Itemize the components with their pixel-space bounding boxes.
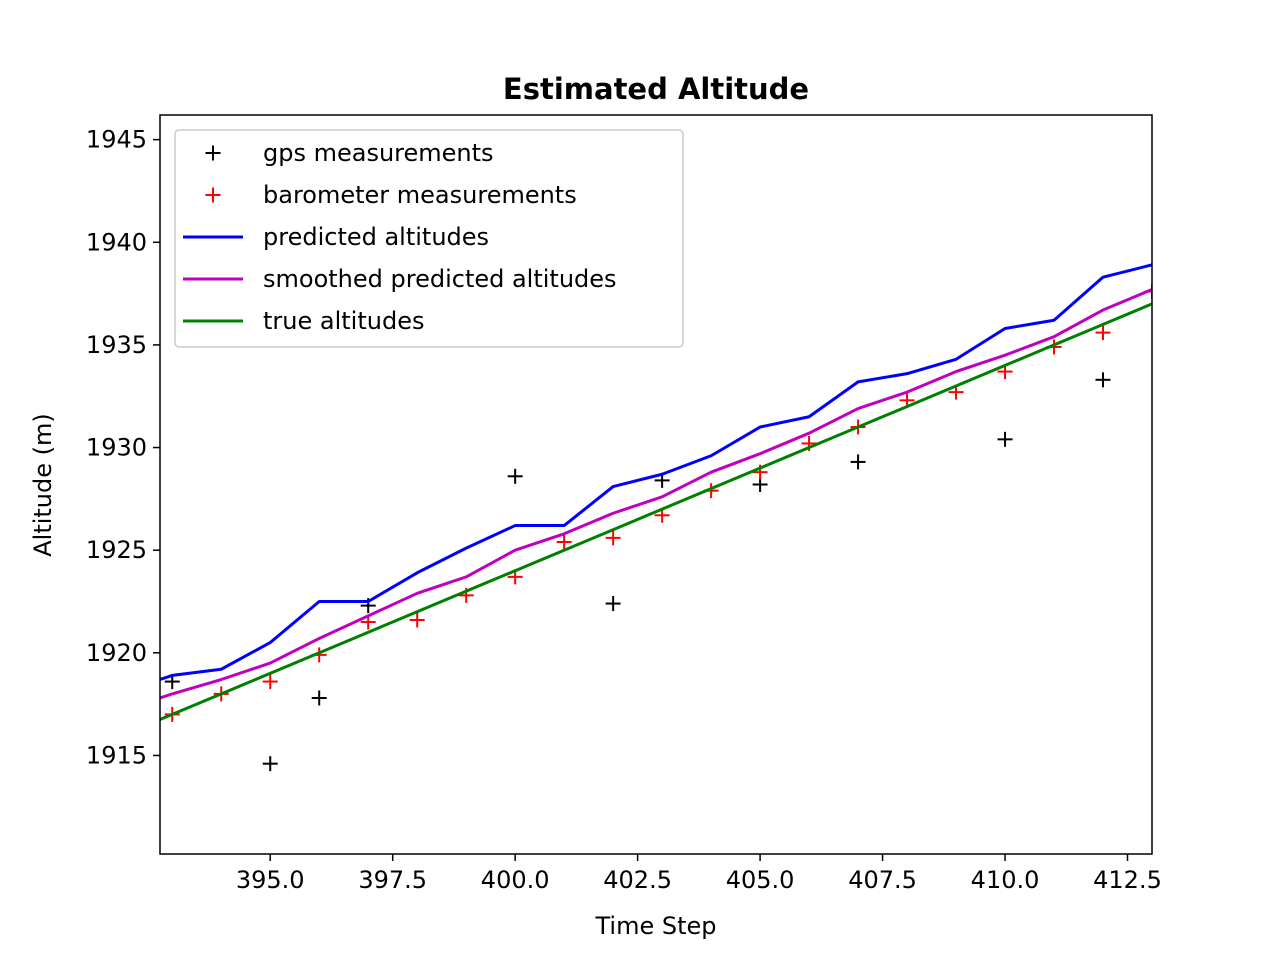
- x-tick-label: 400.0: [481, 866, 550, 894]
- legend-entry-predicted-altitudes: predicted altitudes: [183, 223, 489, 251]
- y-tick-label: 1940: [86, 228, 147, 256]
- legend-label: barometer measurements: [263, 181, 577, 209]
- y-axis: 1915 1920 1925 1930 1935 1940 1945: [86, 126, 160, 769]
- gps-measurements-point: [507, 468, 523, 484]
- true-altitudes-line: [160, 302, 1152, 721]
- legend: gps measurements barometer measurements pr…: [174, 129, 684, 348]
- barometer-measurements-point: [605, 530, 621, 546]
- gps-measurements-point: [850, 454, 866, 470]
- predicted-altitudes-line: [160, 263, 1152, 681]
- gps-measurements-point: [1095, 372, 1111, 388]
- plot-area: [160, 263, 1152, 772]
- barometer-measurements-point: [262, 674, 278, 690]
- gps-measurements-point: [997, 431, 1013, 447]
- legend-swatch: [205, 187, 221, 203]
- legend-entry-true-altitudes: true altitudes: [183, 307, 424, 335]
- legend-label: true altitudes: [263, 307, 424, 335]
- legend-box: [174, 129, 684, 348]
- x-tick-label: 397.5: [358, 866, 427, 894]
- barometer-measurements-point: [1095, 325, 1111, 341]
- legend-swatch: [205, 145, 221, 161]
- x-axis: 395.0 397.5 400.0 402.5 405.0 407.5 410.0 412.5: [236, 854, 1162, 894]
- gps-measurements-point: [262, 756, 278, 772]
- y-tick-label: 1915: [86, 741, 147, 769]
- legend-label: predicted altitudes: [263, 223, 489, 251]
- x-axis-label: Time Step: [594, 912, 716, 940]
- chart-title: Estimated Altitude: [503, 72, 809, 106]
- smoothed-predicted-altitudes-line: [160, 288, 1152, 700]
- y-tick-label: 1920: [86, 639, 147, 667]
- legend-entry-gps-measurements: gps measurements: [205, 139, 494, 167]
- gps-measurements-point: [605, 596, 621, 612]
- legend-entry-smoothed-predicted-altitudes: smoothed predicted altitudes: [183, 265, 617, 293]
- plot-frame: [159, 114, 1153, 855]
- legend-entry-barometer-measurements: barometer measurements: [205, 181, 577, 209]
- x-tick-label: 407.5: [848, 866, 917, 894]
- gps-measurements-point: [311, 690, 327, 706]
- barometer-measurements-point: [409, 612, 425, 628]
- legend-label: smoothed predicted altitudes: [263, 265, 617, 293]
- x-tick-label: 412.5: [1093, 866, 1162, 894]
- y-axis-label: Altitude (m): [29, 413, 57, 557]
- x-tick-label: 402.5: [603, 866, 672, 894]
- x-tick-label: 405.0: [726, 866, 795, 894]
- x-tick-label: 410.0: [971, 866, 1040, 894]
- legend-label: gps measurements: [263, 139, 494, 167]
- y-tick-label: 1925: [86, 536, 147, 564]
- y-tick-label: 1945: [86, 126, 147, 154]
- y-tick-label: 1935: [86, 331, 147, 359]
- y-tick-label: 1930: [86, 434, 147, 462]
- barometer-measurements-point: [556, 534, 572, 550]
- gps-measurements-markers: [164, 372, 1111, 772]
- x-tick-label: 395.0: [236, 866, 305, 894]
